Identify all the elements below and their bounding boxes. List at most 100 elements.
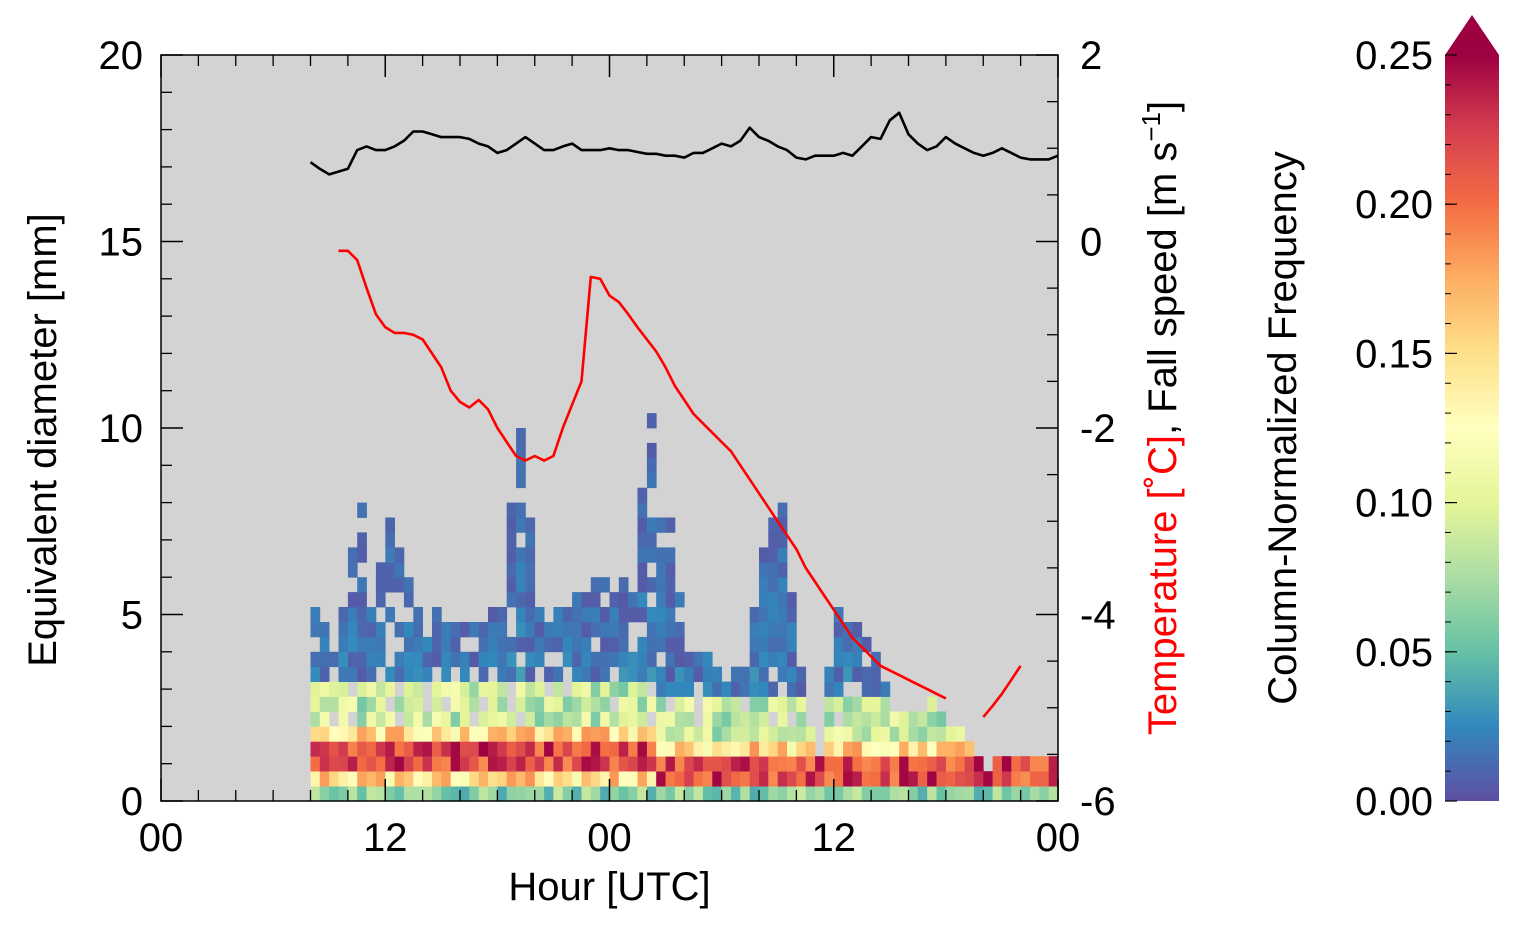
heatmap-cell (404, 637, 414, 652)
heatmap-cell (348, 607, 358, 622)
heatmap-cell (357, 592, 367, 607)
heatmap-cell (694, 786, 704, 801)
heatmap-cell (946, 771, 956, 786)
heatmap-cell (834, 786, 844, 801)
heatmap-cell (329, 771, 339, 786)
heatmap-cell (871, 712, 881, 727)
heatmap-cell (740, 756, 750, 771)
heatmap-cell (638, 518, 648, 533)
heatmap-cell (815, 771, 825, 786)
heatmap-cell (357, 741, 367, 756)
heatmap-cell (638, 756, 648, 771)
heatmap-cell (572, 756, 582, 771)
heatmap-cell (787, 697, 797, 712)
heatmap-cell (619, 592, 629, 607)
heatmap-cell (516, 637, 526, 652)
heatmap-cell (666, 786, 676, 801)
heatmap-cell (479, 652, 489, 667)
heatmap-cell (367, 771, 377, 786)
heatmap-cell (320, 712, 330, 727)
heatmap-cell (357, 726, 367, 741)
heatmap-cell (367, 697, 377, 712)
heatmap-cell (329, 741, 339, 756)
heatmap-cell (553, 726, 563, 741)
heatmap-cell (610, 637, 620, 652)
heatmap-cell (553, 697, 563, 712)
heatmap-cell (619, 786, 629, 801)
heatmap-cell (311, 726, 321, 741)
heatmap-cell (750, 786, 760, 801)
heatmap-cell (600, 697, 610, 712)
heatmap-cell (787, 667, 797, 682)
heatmap-cell (740, 667, 750, 682)
heatmap-cell (329, 756, 339, 771)
heatmap-cell (451, 756, 461, 771)
x-axis-title: Hour [UTC] (508, 865, 710, 909)
heatmap-cell (385, 518, 395, 533)
heatmap-cell (778, 697, 788, 712)
heatmap-cell (684, 652, 694, 667)
heatmap-cell (750, 622, 760, 637)
heatmap-cell (666, 562, 676, 577)
heatmap-cell (750, 771, 760, 786)
heatmap-cell (516, 562, 526, 577)
heatmap-cell (927, 741, 937, 756)
heatmap-cell (610, 682, 620, 697)
heatmap-cell (535, 682, 545, 697)
heatmap-cell (787, 652, 797, 667)
heatmap-cell (460, 786, 470, 801)
heatmap-cell (488, 607, 498, 622)
heatmap-cell (544, 697, 554, 712)
heatmap-cell (647, 726, 657, 741)
heatmap-cell (778, 756, 788, 771)
heatmap-cell (722, 682, 732, 697)
heatmap-cell (955, 786, 965, 801)
heatmap-cell (432, 637, 442, 652)
heatmap-cell (824, 697, 834, 712)
heatmap-cell (759, 562, 769, 577)
heatmap-cell (787, 607, 797, 622)
colorbar-tick-label: 0.10 (1355, 482, 1433, 526)
heatmap-cell (703, 682, 713, 697)
heatmap-cell (909, 726, 919, 741)
heatmap-cell (871, 682, 881, 697)
heatmap-cell (525, 637, 535, 652)
heatmap-cell (1021, 771, 1031, 786)
heatmap-cell (479, 756, 489, 771)
heatmap-cell (544, 741, 554, 756)
heatmap-cell (357, 652, 367, 667)
heatmap-cell (647, 607, 657, 622)
heatmap-cell (731, 712, 741, 727)
heatmap-cell (628, 741, 638, 756)
heatmap-cell (404, 667, 414, 682)
heatmap-cell (796, 712, 806, 727)
heatmap-cell (675, 726, 685, 741)
y2-tick-label: 0 (1080, 221, 1102, 265)
heatmap-cell (656, 592, 666, 607)
heatmap-cell (339, 697, 349, 712)
heatmap-cell (638, 712, 648, 727)
heatmap-cell (694, 667, 704, 682)
heatmap-cell (329, 652, 339, 667)
heatmap-cell (731, 682, 741, 697)
heatmap-cell (311, 622, 321, 637)
heatmap-cell (572, 622, 582, 637)
heatmap-cell (488, 682, 498, 697)
heatmap-cell (684, 712, 694, 727)
heatmap-cell (703, 697, 713, 712)
heatmap-cell (600, 607, 610, 622)
heatmap-cell (778, 726, 788, 741)
heatmap-cell (516, 697, 526, 712)
heatmap-cell (600, 637, 610, 652)
heatmap-cell (525, 547, 535, 562)
heatmap-cell (582, 607, 592, 622)
heatmap-cell (759, 607, 769, 622)
heatmap-cell (647, 756, 657, 771)
heatmap-cell (357, 667, 367, 682)
heatmap-cell (675, 622, 685, 637)
heatmap-cell (591, 652, 601, 667)
heatmap-cell (479, 622, 489, 637)
colorbar-tick-label: 0.25 (1355, 34, 1433, 78)
heatmap-cell (946, 726, 956, 741)
heatmap-cell (824, 741, 834, 756)
